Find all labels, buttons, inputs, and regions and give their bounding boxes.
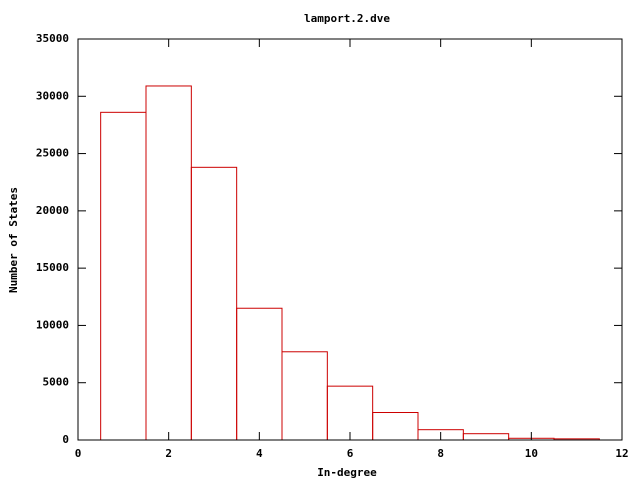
y-tick-label: 15000	[36, 261, 69, 274]
y-axis-label: Number of States	[7, 187, 20, 293]
chart-title: lamport.2.dve	[304, 12, 390, 25]
y-tick-label: 25000	[36, 147, 69, 160]
x-axis-label: In-degree	[317, 466, 377, 479]
x-tick-label: 10	[525, 447, 538, 460]
x-tick-label: 0	[75, 447, 82, 460]
y-tick-label: 30000	[36, 89, 69, 102]
y-tick-label: 10000	[36, 318, 69, 331]
y-tick-label: 35000	[36, 32, 69, 45]
y-tick-label: 5000	[43, 376, 70, 389]
y-tick-label: 0	[62, 433, 69, 446]
x-tick-label: 4	[256, 447, 263, 460]
x-tick-label: 12	[615, 447, 628, 460]
x-tick-label: 8	[437, 447, 444, 460]
y-tick-label: 20000	[36, 204, 69, 217]
plot-frame	[77, 38, 623, 441]
x-tick-label: 6	[347, 447, 354, 460]
x-tick-label: 2	[165, 447, 172, 460]
